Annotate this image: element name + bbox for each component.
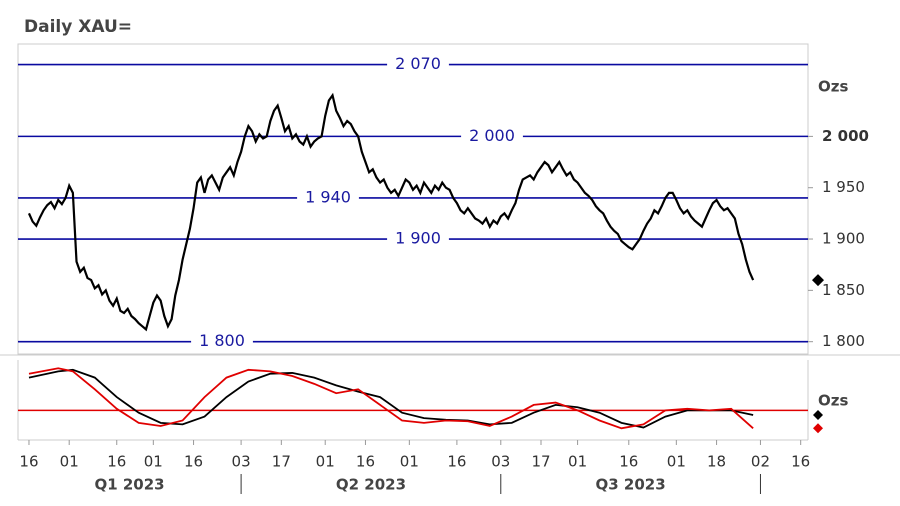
y-tick-label: 1 900 xyxy=(822,230,865,248)
x-tick-label: 18 xyxy=(707,453,726,471)
x-tick-label: 17 xyxy=(531,453,550,471)
x-tick-label: 16 xyxy=(356,453,375,471)
x-tick-label: 01 xyxy=(144,453,163,471)
y-unit: Ozs xyxy=(818,78,848,96)
x-tick-label: 02 xyxy=(751,453,770,471)
x-tick-label: 16 xyxy=(184,453,203,471)
y-tick-label: 1 800 xyxy=(822,332,865,350)
x-tick-label: 01 xyxy=(667,453,686,471)
y-tick-label: 1 850 xyxy=(822,281,865,299)
x-tick-label: 01 xyxy=(316,453,335,471)
osc-marker xyxy=(813,410,823,421)
level-label-bg xyxy=(387,54,449,74)
x-tick-label: 01 xyxy=(568,453,587,471)
level-label: 1 800 xyxy=(199,331,245,350)
x-tick-label: 16 xyxy=(19,453,38,471)
x-tick-label: 03 xyxy=(491,453,510,471)
x-tick-label: 17 xyxy=(272,453,291,471)
chart-title: Daily XAU= xyxy=(24,17,132,37)
level-label-bg xyxy=(387,228,449,248)
price-line xyxy=(27,92,755,332)
y-tick-label: 1 950 xyxy=(822,178,865,196)
x-tick-label: 16 xyxy=(107,453,126,471)
x-tick-label: 01 xyxy=(400,453,419,471)
last-price-marker xyxy=(812,274,824,287)
y-tick-label: 2 000 xyxy=(822,127,869,145)
osc-unit: Ozs xyxy=(818,392,848,410)
x-tick-label: 03 xyxy=(232,453,251,471)
level-label: 2 070 xyxy=(395,54,441,73)
level-label: 2 000 xyxy=(469,126,515,145)
osc-line xyxy=(28,367,754,430)
quarter-label: Q1 2023 xyxy=(94,476,164,494)
level-label: 1 900 xyxy=(395,229,441,248)
level-label-bg xyxy=(461,125,523,145)
x-tick-label: 16 xyxy=(619,453,638,471)
x-tick-label: 01 xyxy=(60,453,79,471)
level-label-bg xyxy=(191,331,253,351)
osc-line xyxy=(28,368,754,429)
level-label-bg xyxy=(297,187,359,207)
osc-marker xyxy=(813,423,823,434)
quarter-label: Q2 2023 xyxy=(336,476,406,494)
plot-frame xyxy=(17,43,809,355)
level-label: 1 940 xyxy=(305,187,351,206)
x-tick-label: 16 xyxy=(447,453,466,471)
x-tick-label: 16 xyxy=(791,453,810,471)
quarter-label: Q3 2023 xyxy=(596,476,666,494)
